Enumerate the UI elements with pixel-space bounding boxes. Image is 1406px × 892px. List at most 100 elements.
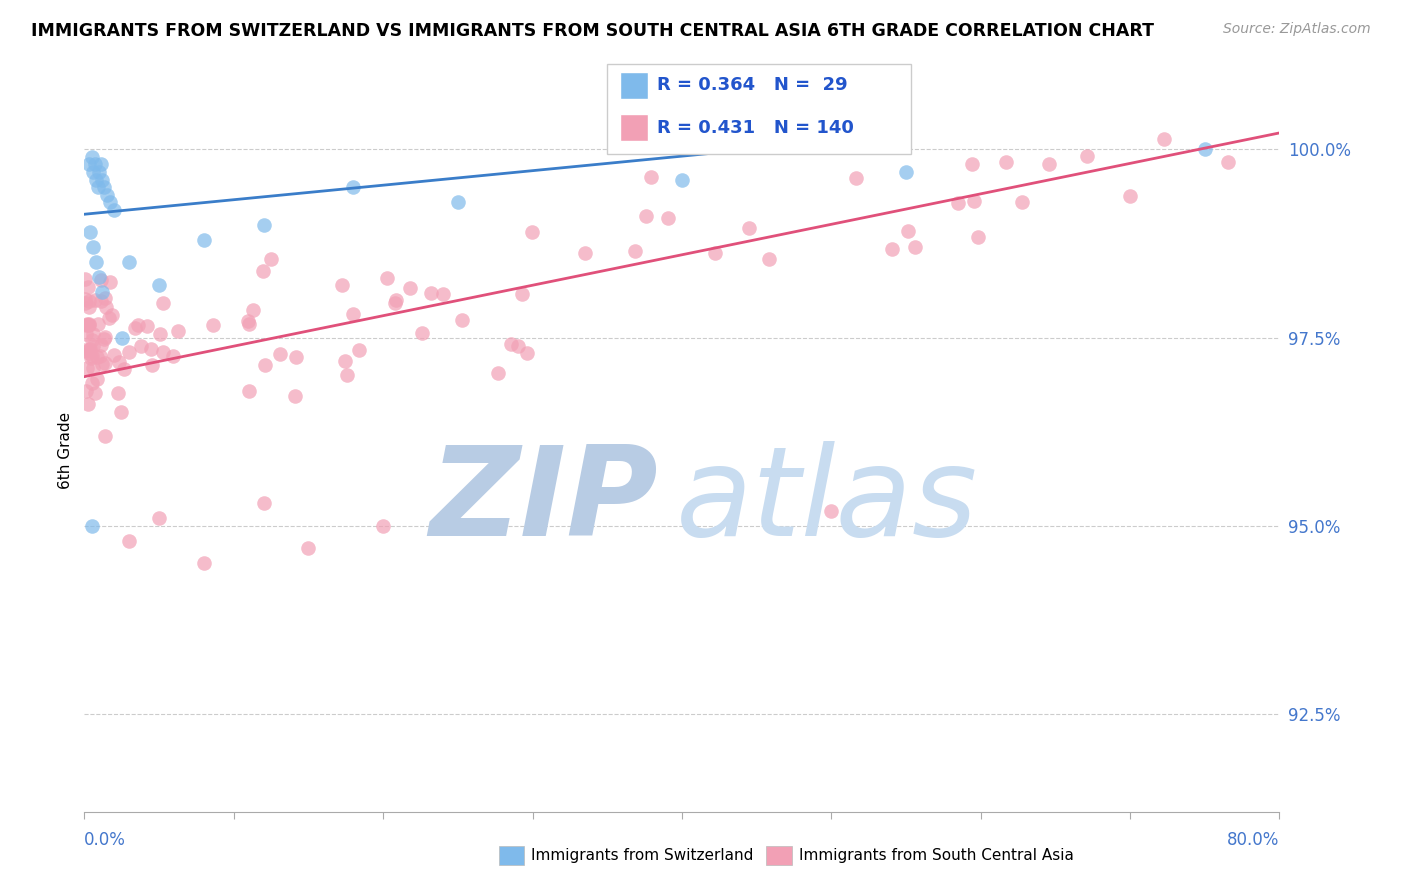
Point bbox=[80, 518, 103, 533]
Point bbox=[399, 281, 422, 295]
Point bbox=[103, 202, 125, 217]
Point bbox=[148, 511, 170, 525]
Point bbox=[960, 157, 983, 171]
Point bbox=[82, 360, 104, 375]
Point bbox=[77, 318, 100, 332]
Point bbox=[127, 318, 149, 333]
Y-axis label: 6th Grade: 6th Grade bbox=[58, 412, 73, 489]
Point bbox=[111, 330, 134, 344]
Text: 0.0%: 0.0% bbox=[84, 830, 127, 848]
Point bbox=[252, 264, 274, 278]
Point bbox=[342, 180, 364, 194]
Point bbox=[450, 313, 472, 327]
Point bbox=[87, 180, 110, 194]
Point bbox=[79, 317, 101, 331]
Point bbox=[80, 376, 103, 390]
Point bbox=[297, 541, 319, 556]
Text: R = 0.364   N =  29: R = 0.364 N = 29 bbox=[657, 76, 848, 95]
Point bbox=[77, 346, 100, 360]
Point bbox=[516, 345, 538, 359]
Text: 80.0%: 80.0% bbox=[1227, 830, 1279, 848]
Point bbox=[75, 327, 97, 342]
Text: ZIP: ZIP bbox=[429, 441, 658, 562]
Point bbox=[79, 342, 101, 356]
Point bbox=[1119, 189, 1142, 203]
Point bbox=[89, 350, 111, 364]
Point bbox=[574, 246, 596, 260]
Point bbox=[76, 279, 98, 293]
Point bbox=[411, 326, 433, 340]
Point bbox=[86, 255, 108, 269]
Point bbox=[139, 342, 162, 356]
Point bbox=[634, 210, 657, 224]
Point bbox=[86, 372, 108, 386]
Point bbox=[1076, 149, 1098, 163]
Point bbox=[1218, 155, 1240, 169]
Point bbox=[77, 300, 100, 314]
Point bbox=[75, 384, 97, 398]
Point bbox=[432, 287, 454, 301]
Text: Immigrants from Switzerland: Immigrants from Switzerland bbox=[531, 848, 754, 863]
Point bbox=[967, 230, 990, 244]
Point bbox=[131, 339, 153, 353]
Point bbox=[894, 165, 917, 179]
Point bbox=[330, 277, 353, 292]
Point bbox=[882, 243, 904, 257]
Point bbox=[285, 350, 308, 364]
Point bbox=[342, 307, 364, 321]
Point bbox=[897, 223, 920, 237]
Point bbox=[1194, 142, 1216, 156]
Point bbox=[82, 240, 104, 254]
Point bbox=[75, 271, 97, 285]
Point bbox=[80, 150, 103, 164]
Point bbox=[657, 211, 679, 225]
Point bbox=[93, 332, 115, 346]
Point bbox=[112, 362, 135, 376]
Point bbox=[738, 220, 761, 235]
Point bbox=[284, 389, 307, 403]
Point bbox=[994, 155, 1017, 169]
Point bbox=[903, 239, 925, 253]
Point bbox=[77, 343, 100, 357]
Point bbox=[79, 225, 101, 239]
Point bbox=[486, 366, 509, 380]
Point bbox=[75, 318, 97, 333]
Text: IMMIGRANTS FROM SWITZERLAND VS IMMIGRANTS FROM SOUTH CENTRAL ASIA 6TH GRADE CORR: IMMIGRANTS FROM SWITZERLAND VS IMMIGRANT… bbox=[31, 22, 1154, 40]
Point bbox=[82, 165, 104, 179]
Point bbox=[238, 384, 260, 399]
Point bbox=[94, 330, 117, 344]
Point bbox=[152, 345, 174, 359]
Point bbox=[269, 346, 291, 360]
Point bbox=[89, 165, 111, 179]
Point bbox=[118, 255, 141, 269]
Point bbox=[118, 345, 141, 359]
Point bbox=[704, 245, 727, 260]
Point bbox=[75, 343, 97, 358]
Point bbox=[640, 170, 662, 185]
Point bbox=[90, 273, 112, 287]
Point bbox=[1011, 194, 1033, 209]
Point bbox=[86, 172, 108, 186]
Point bbox=[520, 225, 543, 239]
Point bbox=[87, 317, 110, 331]
Point bbox=[82, 339, 104, 353]
Point bbox=[98, 195, 121, 210]
Point bbox=[1153, 132, 1175, 146]
Point bbox=[76, 361, 98, 376]
Point bbox=[82, 349, 104, 363]
Point bbox=[82, 326, 104, 341]
Text: R = 0.431   N = 140: R = 0.431 N = 140 bbox=[657, 119, 853, 136]
Point bbox=[83, 386, 105, 401]
Point bbox=[384, 296, 406, 310]
Point bbox=[77, 157, 100, 171]
Point bbox=[671, 172, 693, 186]
Point bbox=[86, 350, 108, 364]
Point bbox=[149, 327, 172, 342]
Point bbox=[80, 351, 103, 365]
Point bbox=[103, 348, 125, 362]
Point bbox=[373, 518, 395, 533]
Point bbox=[758, 252, 780, 267]
Point bbox=[77, 293, 100, 308]
Point bbox=[963, 194, 986, 209]
Text: Source: ZipAtlas.com: Source: ZipAtlas.com bbox=[1223, 22, 1371, 37]
